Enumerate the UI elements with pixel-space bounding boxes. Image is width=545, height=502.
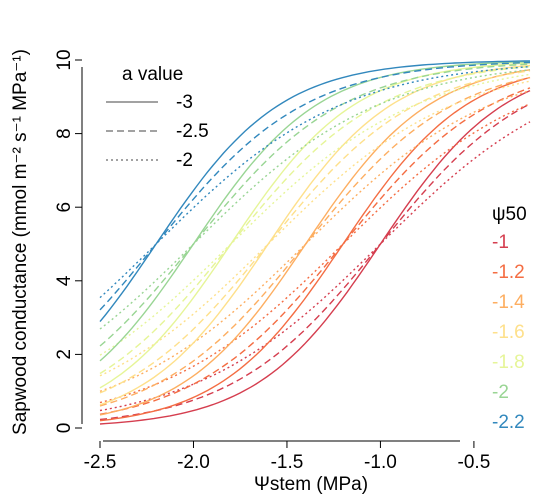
series-line-psi-1.8-a-3 (99, 62, 531, 389)
series-line-psi-1.8-a-2.5 (99, 65, 531, 375)
series-line-psi-2.2-a-2.5 (99, 61, 531, 311)
legend-psi50-entries: -1 -1.2 -1.4 -1.6 -1.8 -2 -2.2 (492, 232, 525, 433)
series-line-psi-1.6-a-2.5 (99, 70, 531, 394)
series-line-psi-1.2-a-2 (99, 103, 531, 404)
series-line-psi-1.4-a-2.5 (99, 76, 531, 407)
legend-psi50: ψ50 -1 -1.2 -1.4 -1.6 -1.8 -2 -2.2 (492, 204, 527, 433)
legend-a-label: -2.5 (176, 121, 209, 142)
series-line-psi-1-a-3 (99, 89, 531, 425)
series-line-psi-2-a-2 (99, 69, 531, 330)
legend-a-value: a value -3 -2.5 -2 (106, 64, 209, 171)
y-axis-title: Sapwood conductance (mmol m⁻² s⁻¹ MPa⁻¹) (10, 49, 31, 435)
x-tick-label: -1.0 (364, 452, 397, 473)
y-ticks: 0 2 4 6 8 10 (54, 49, 82, 433)
series-line-psi-1-a-2.5 (99, 103, 531, 421)
legend-psi50-label: -1.8 (492, 352, 525, 373)
y-tick-label: 6 (54, 202, 75, 213)
y-tick-label: 2 (54, 349, 75, 360)
axes: -2.5 -2.0 -1.5 -1.0 -0.5 0 2 4 6 8 10 Ψstem (MPa)… (10, 49, 490, 495)
curves (99, 60, 531, 425)
x-tick-label: -0.5 (458, 452, 491, 473)
legend-psi50-label: -1.4 (492, 292, 525, 313)
legend-psi50-label: -1.6 (492, 322, 525, 343)
legend-psi50-label: -1.2 (492, 262, 525, 283)
series-line-psi-2-a-2.5 (99, 63, 531, 347)
x-axis-title: Ψstem (MPa) (254, 474, 368, 495)
x-tick-label: -1.5 (271, 452, 304, 473)
legend-psi50-title: ψ50 (492, 204, 527, 225)
legend-a-label: -3 (176, 92, 193, 113)
legend-a-label: -2 (176, 150, 193, 171)
legend-a-title: a value (122, 64, 183, 85)
x-tick-label: -2.0 (177, 452, 210, 473)
legend-psi50-label: -2.2 (492, 412, 525, 433)
series-line-psi-2.2-a-3 (99, 60, 531, 323)
plot-area: -2.5 -2.0 -1.5 -1.0 -0.5 0 2 4 6 8 10 Ψstem (MPa)… (10, 49, 531, 495)
series-line-psi-1.8-a-2 (99, 73, 531, 356)
series-line-psi-1.4-a-3 (99, 69, 531, 416)
series-line-psi-2.2-a-2 (99, 65, 531, 299)
legend-a-entries: -3 -2.5 -2 (106, 92, 209, 171)
legend-psi50-label: -2 (492, 382, 509, 403)
series-line-psi-1-a-2 (99, 121, 531, 412)
y-tick-label: 10 (54, 49, 75, 70)
y-tick-label: 4 (54, 275, 75, 286)
series-line-psi-2-a-3 (99, 61, 531, 362)
legend-psi50-label: -1 (492, 232, 509, 253)
x-ticks: -2.5 -2.0 -1.5 -1.0 -0.5 (84, 441, 491, 473)
x-tick-label: -2.5 (84, 452, 117, 473)
y-tick-label: 8 (54, 128, 75, 139)
series-line-psi-1.2-a-3 (99, 76, 531, 422)
y-tick-label: 0 (54, 423, 75, 434)
series-line-psi-1.2-a-2.5 (99, 87, 531, 415)
